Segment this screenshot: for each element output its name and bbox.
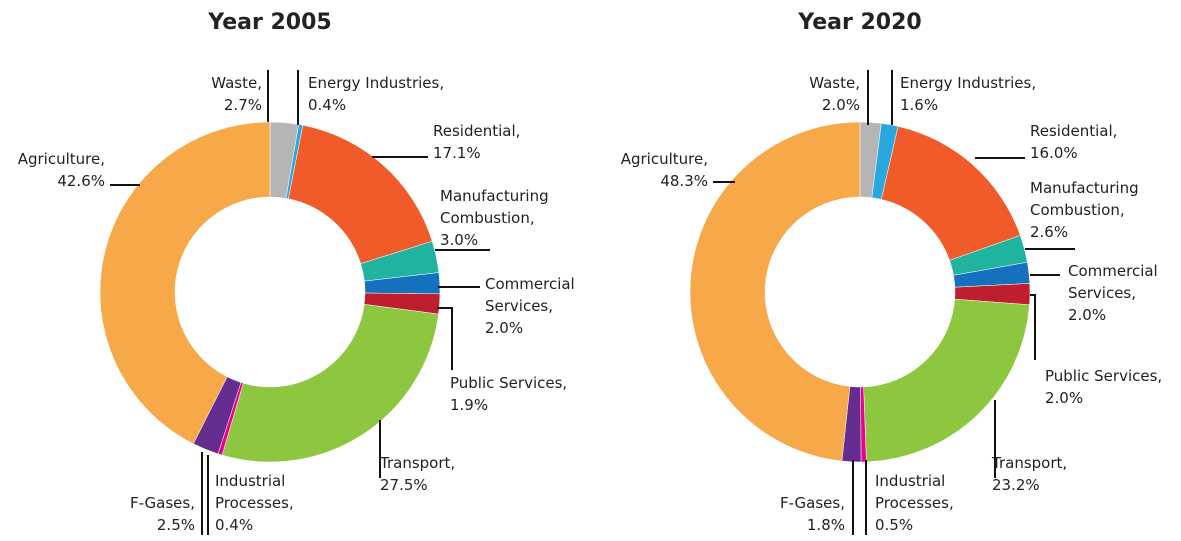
segment-value-label: 0.4% <box>308 96 347 114</box>
segment-label: Residential, <box>433 122 521 140</box>
chart-title: Year 2020 <box>798 10 922 35</box>
segment-label: Commercial Services, <box>485 275 575 315</box>
segment-label: Agriculture, <box>620 150 708 168</box>
segment-value-label: 2.0% <box>1045 389 1084 407</box>
donut-segment <box>881 126 1021 261</box>
segment-value-label: 2.5% <box>156 516 195 534</box>
segment-label: Waste, <box>809 74 860 92</box>
segment-label: Transport, <box>380 454 456 472</box>
segment-label: Agriculture, <box>17 150 105 168</box>
segment-label: Residential, <box>1030 122 1118 140</box>
segment-label: F-Gases, <box>779 494 845 512</box>
segment-value-label: 1.8% <box>806 516 845 534</box>
segment-value-label: 27.5% <box>380 476 428 494</box>
segment-value-label: 23.2% <box>992 476 1040 494</box>
segment-label: Commercial Services, <box>1068 262 1158 302</box>
segment-label: Manufacturing Combustion, <box>440 187 549 227</box>
segment-label: Transport, <box>992 454 1068 472</box>
segment-label: Manufacturing Combustion, <box>1030 179 1139 219</box>
segment-value-label: 2.0% <box>1068 306 1107 324</box>
segment-value-label: 17.1% <box>433 144 481 162</box>
segment-value-label: 1.9% <box>450 396 489 414</box>
leader-line <box>437 307 453 370</box>
segment-label: Industrial Processes, <box>215 472 294 512</box>
donut-segment <box>221 304 439 463</box>
segment-value-label: 2.0% <box>821 96 860 114</box>
segment-value-label: 2.6% <box>1030 223 1069 241</box>
segment-value-label: 2.0% <box>485 319 524 337</box>
segment-value-label: 2.7% <box>223 96 262 114</box>
segment-value-label: 48.3% <box>660 172 708 190</box>
segment-label: Public Services, <box>450 374 568 392</box>
segment-value-label: 16.0% <box>1030 144 1078 162</box>
donut-segment <box>288 124 433 264</box>
segment-value-label: 0.5% <box>875 516 914 534</box>
chart-title: Year 2005 <box>208 10 332 35</box>
segment-value-label: 0.4% <box>215 516 254 534</box>
segment-value-label: 42.6% <box>57 172 105 190</box>
segment-label: Waste, <box>211 74 262 92</box>
segment-value-label: 3.0% <box>440 231 479 249</box>
segment-label: Public Services, <box>1045 367 1163 385</box>
segment-label: Energy Industries, <box>900 74 1037 92</box>
donut-segment <box>689 121 861 462</box>
donut-segment <box>863 298 1030 463</box>
segment-label: F-Gases, <box>129 494 195 512</box>
segment-label: Industrial Processes, <box>875 472 954 512</box>
leader-line <box>1030 294 1036 360</box>
segment-value-label: 1.6% <box>900 96 939 114</box>
donut-segment <box>99 121 271 445</box>
segment-label: Energy Industries, <box>308 74 445 92</box>
